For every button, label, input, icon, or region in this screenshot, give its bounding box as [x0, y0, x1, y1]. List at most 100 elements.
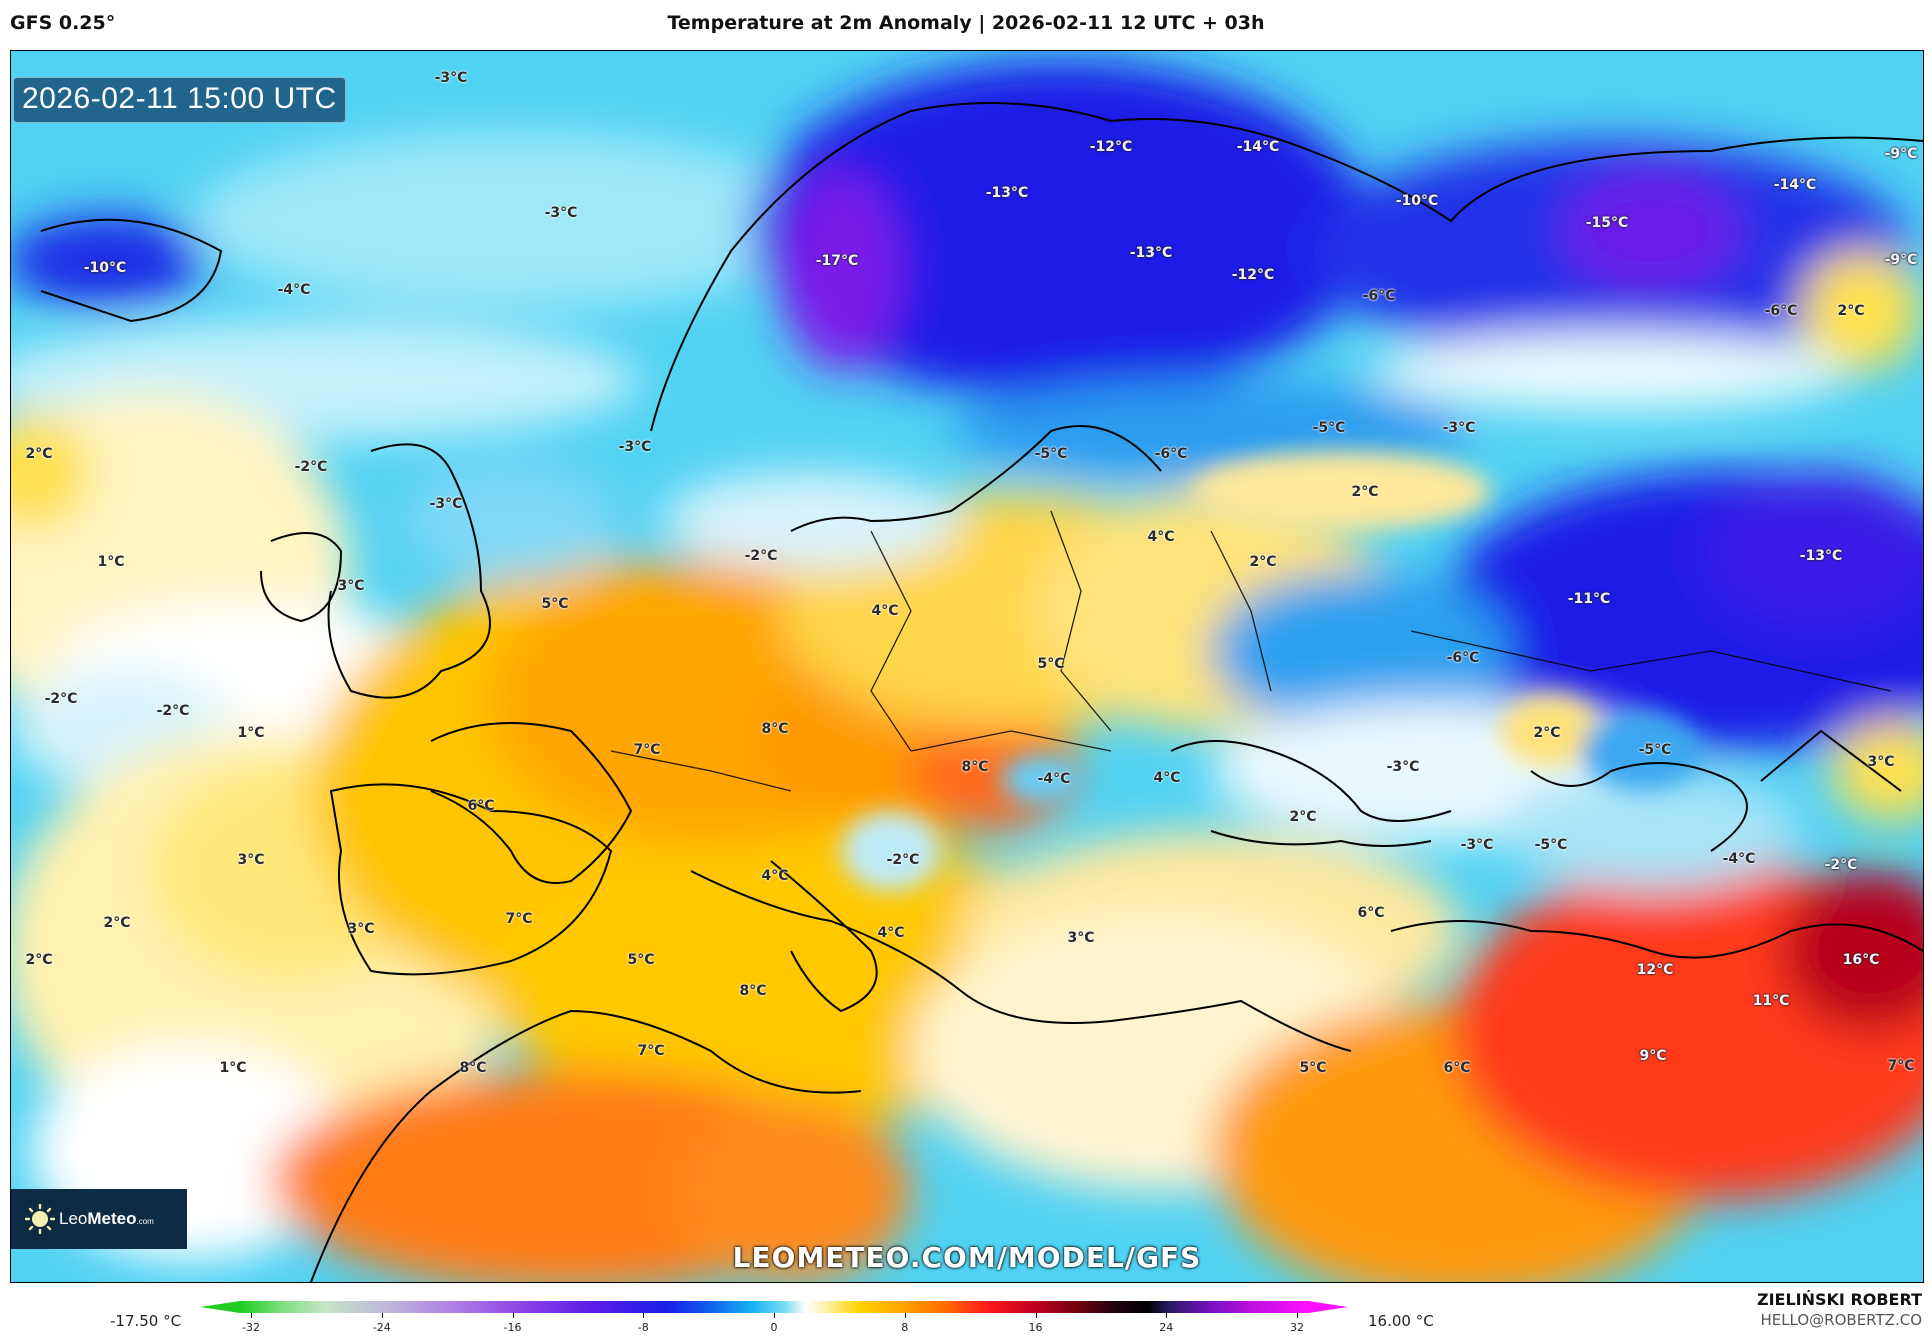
temperature-label: 7°C — [633, 742, 661, 758]
temperature-label: 16°C — [1842, 952, 1880, 968]
sun-icon — [24, 1203, 56, 1235]
temperature-label: 6°C — [467, 798, 495, 814]
colorbar-tick — [251, 1313, 252, 1318]
colorbar-gradient — [240, 1301, 1308, 1313]
temperature-label: -13°C — [1799, 548, 1843, 564]
colorbar-tick-label: 8 — [901, 1321, 909, 1334]
colorbar-extend-right — [1308, 1301, 1348, 1313]
temperature-label: 5°C — [1299, 1060, 1327, 1076]
temperature-label: 9°C — [1639, 1048, 1667, 1064]
temperature-label: 2°C — [1289, 809, 1317, 825]
temperature-label: -2°C — [1824, 857, 1858, 873]
temperature-label: -6°C — [1764, 303, 1798, 319]
temperature-label: -6°C — [1154, 446, 1188, 462]
source-watermark: LEOMETEO.COM/MODEL/GFS — [732, 1241, 1202, 1274]
colorbar-tick-label: 16 — [1028, 1321, 1043, 1334]
temperature-label: -5°C — [1034, 446, 1068, 462]
temperature-label: 2°C — [103, 915, 131, 931]
temperature-label: -3°C — [544, 205, 578, 221]
author-email[interactable]: HELLO@ROBERTZ.CO — [1760, 1311, 1922, 1329]
temperature-label: -2°C — [294, 459, 328, 475]
colorbar-tick — [774, 1313, 775, 1318]
temperature-label: -14°C — [1773, 177, 1817, 193]
valid-time-badge: 2026-02-11 15:00 UTC — [13, 77, 346, 123]
temperature-label: 2°C — [25, 952, 53, 968]
temperature-label: 2°C — [25, 446, 53, 462]
temperature-label: 2°C — [1351, 484, 1379, 500]
temperature-label: 3°C — [337, 578, 365, 594]
temperature-label: -12°C — [1089, 139, 1133, 155]
temperature-anomaly-map[interactable]: 2026-02-11 15:00 UTC -3°C -3°C -10°C -4°C -1… — [10, 50, 1924, 1283]
temperature-label: 8°C — [739, 983, 767, 999]
temperature-label: 1°C — [219, 1060, 247, 1076]
colorbar-tick — [512, 1313, 514, 1318]
temperature-label: -3°C — [1460, 837, 1494, 853]
temperature-label: -3°C — [1386, 759, 1420, 775]
temperature-label: 5°C — [541, 596, 569, 612]
temperature-label: -9°C — [1884, 146, 1918, 162]
temperature-label: 3°C — [1867, 754, 1895, 770]
temperature-label: -4°C — [1722, 851, 1756, 867]
logo-text: LeoMeteo.com — [59, 1209, 154, 1228]
temperature-label: 4°C — [1153, 770, 1181, 786]
temperature-label: -10°C — [1395, 193, 1439, 209]
temperature-label: -3°C — [618, 439, 652, 455]
temperature-label: -5°C — [1534, 837, 1568, 853]
colorbar-tick-label: 24 — [1159, 1321, 1174, 1334]
colorbar-tick — [904, 1313, 906, 1318]
temperature-label: -5°C — [1638, 742, 1672, 758]
temperature-label: 4°C — [761, 868, 789, 884]
temperature-label: 4°C — [871, 603, 899, 619]
temperature-label: -12°C — [1231, 267, 1275, 283]
temperature-label: -5°C — [1312, 420, 1346, 436]
temperature-label: -13°C — [985, 185, 1029, 201]
temperature-label: -2°C — [886, 852, 920, 868]
temperature-label: 1°C — [237, 725, 265, 741]
colorbar-tick-label: -16 — [503, 1321, 522, 1334]
leometeo-logo[interactable]: LeoMeteo.com — [11, 1189, 187, 1249]
model-name: GFS 0.25° — [10, 12, 116, 34]
temperature-label: 7°C — [1887, 1058, 1915, 1074]
author-name: ZIELIŃSKI ROBERT — [1756, 1290, 1922, 1309]
colorbar-tick-label: -32 — [242, 1321, 260, 1334]
temperature-label: -3°C — [434, 70, 468, 86]
temperature-label: -2°C — [156, 703, 190, 719]
temperature-label: -10°C — [83, 260, 127, 276]
temperature-label: 12°C — [1636, 962, 1674, 978]
temperature-label: 8°C — [459, 1060, 487, 1076]
temperature-label: -6°C — [1362, 288, 1396, 304]
temperature-label: 2°C — [1533, 725, 1561, 741]
colorbar-tick — [1166, 1313, 1168, 1318]
temperature-label: -4°C — [1037, 771, 1071, 787]
temperature-label: -17°C — [815, 253, 859, 269]
temperature-label: 4°C — [1147, 529, 1175, 545]
temperature-label: -2°C — [744, 548, 778, 564]
colorbar-tick — [1035, 1313, 1037, 1318]
colorbar-tick-label: -8 — [637, 1321, 649, 1334]
colorbar-tick — [381, 1313, 383, 1318]
temperature-label: 3°C — [237, 852, 265, 868]
temperature-label: 7°C — [637, 1043, 665, 1059]
temperature-label: -4°C — [277, 282, 311, 298]
colorbar-tick — [643, 1313, 645, 1318]
temperature-label: -2°C — [44, 691, 78, 707]
colorbar-tick-label: 32 — [1290, 1321, 1304, 1334]
temperature-label: 1°C — [97, 554, 125, 570]
colorbar-extend-left — [200, 1301, 240, 1313]
colorbar-tick — [1297, 1313, 1298, 1318]
temperature-label: 3°C — [1067, 930, 1095, 946]
temperature-label: 4°C — [877, 925, 905, 941]
temperature-label: 5°C — [627, 952, 655, 968]
temperature-label: -3°C — [1442, 420, 1476, 436]
temperature-label: -6°C — [1446, 650, 1480, 666]
colorbar-max-label: 16.00 °C — [1368, 1312, 1434, 1330]
temperature-label: 8°C — [761, 721, 789, 737]
anomaly-field — [11, 51, 1923, 1282]
colorbar-tick-label: -24 — [372, 1321, 391, 1334]
temperature-label: 8°C — [961, 759, 989, 775]
temperature-label: 2°C — [1249, 554, 1277, 570]
temperature-label: 11°C — [1752, 993, 1790, 1009]
temperature-label: 5°C — [1037, 656, 1065, 672]
temperature-label: -11°C — [1567, 591, 1611, 607]
temperature-label: 6°C — [1357, 905, 1385, 921]
